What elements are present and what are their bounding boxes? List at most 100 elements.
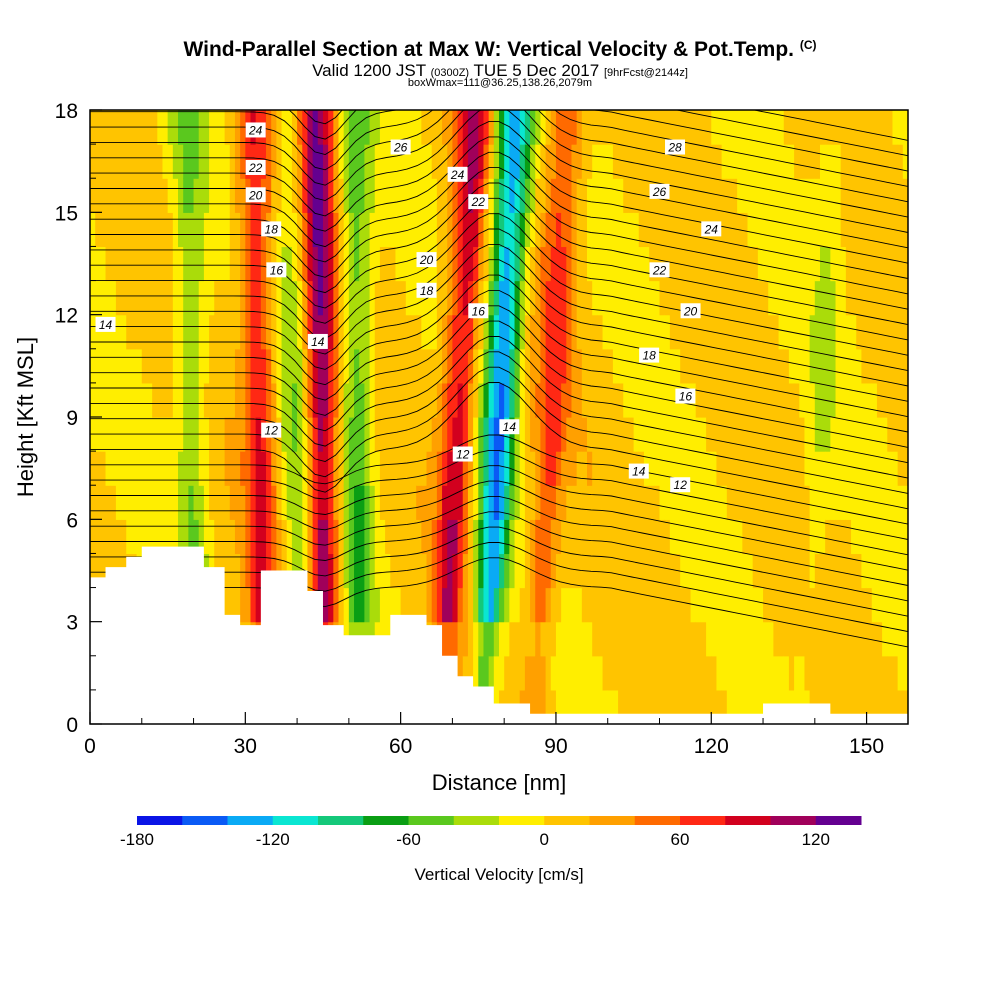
velocity-cell bbox=[711, 621, 718, 657]
velocity-cell bbox=[799, 178, 806, 213]
velocity-cell bbox=[700, 519, 707, 555]
velocity-cell bbox=[856, 689, 863, 724]
velocity-cell bbox=[768, 553, 774, 589]
velocity-cell bbox=[317, 553, 324, 589]
velocity-cell bbox=[612, 314, 619, 350]
velocity-cell bbox=[493, 655, 500, 691]
velocity-cell bbox=[436, 451, 443, 486]
velocity-cell bbox=[643, 246, 650, 282]
velocity-cell bbox=[876, 382, 883, 418]
velocity-cell bbox=[431, 519, 438, 555]
velocity-cell bbox=[897, 485, 904, 520]
velocity-cell bbox=[167, 348, 174, 384]
velocity-cell bbox=[851, 348, 857, 384]
velocity-cell bbox=[167, 314, 174, 350]
velocity-cell bbox=[685, 212, 692, 248]
velocity-cell bbox=[255, 212, 262, 248]
velocity-cell bbox=[897, 451, 904, 486]
velocity-cell bbox=[457, 451, 464, 486]
velocity-cell bbox=[90, 144, 96, 179]
velocity-cell bbox=[203, 178, 210, 213]
velocity-cell bbox=[146, 246, 153, 282]
velocity-cell bbox=[804, 485, 811, 520]
velocity-cell bbox=[452, 314, 459, 350]
velocity-cell bbox=[752, 178, 759, 213]
velocity-cell bbox=[618, 655, 624, 691]
velocity-cell bbox=[250, 348, 257, 384]
velocity-cell bbox=[623, 655, 630, 691]
velocity-cell bbox=[291, 110, 298, 145]
velocity-cell bbox=[576, 280, 583, 316]
velocity-cell bbox=[224, 451, 231, 486]
velocity-cell bbox=[535, 178, 542, 213]
velocity-cell bbox=[203, 280, 210, 316]
chart-subtitle-2: boxWmax=111@36.25,138.26,2079m bbox=[407, 77, 593, 89]
velocity-cell bbox=[322, 519, 329, 555]
velocity-cell bbox=[126, 178, 133, 213]
velocity-cell bbox=[669, 212, 676, 248]
velocity-cell bbox=[410, 280, 417, 316]
velocity-cell bbox=[136, 451, 143, 486]
velocity-cell bbox=[121, 246, 127, 282]
velocity-cell bbox=[442, 417, 448, 452]
velocity-cell bbox=[851, 178, 857, 213]
velocity-cell bbox=[861, 280, 868, 316]
velocity-cell bbox=[530, 144, 536, 179]
velocity-cell bbox=[312, 144, 319, 179]
velocity-cell bbox=[390, 314, 397, 350]
velocity-cell bbox=[628, 110, 635, 145]
velocity-cell bbox=[400, 451, 407, 486]
velocity-cell bbox=[576, 621, 583, 657]
velocity-cell bbox=[390, 178, 397, 213]
velocity-cell bbox=[887, 655, 894, 691]
velocity-cell bbox=[876, 485, 883, 520]
velocity-cell bbox=[607, 212, 614, 248]
velocity-cell bbox=[141, 280, 148, 316]
velocity-cell bbox=[752, 144, 759, 179]
velocity-cell bbox=[861, 689, 868, 724]
velocity-cell bbox=[768, 451, 774, 486]
velocity-cell bbox=[390, 417, 397, 452]
velocity-cell bbox=[825, 451, 831, 486]
velocity-cell bbox=[695, 621, 702, 657]
velocity-cell bbox=[618, 144, 624, 179]
velocity-cell bbox=[897, 417, 904, 452]
velocity-cell bbox=[514, 314, 521, 350]
velocity-cell bbox=[509, 587, 516, 623]
velocity-cell bbox=[452, 587, 459, 623]
velocity-cell bbox=[369, 178, 376, 213]
velocity-cell bbox=[633, 212, 640, 248]
velocity-cell bbox=[711, 553, 718, 589]
velocity-cell bbox=[695, 348, 702, 384]
velocity-cell bbox=[654, 314, 661, 350]
velocity-cell bbox=[514, 417, 521, 452]
velocity-cell bbox=[716, 451, 723, 486]
velocity-cell bbox=[172, 348, 179, 384]
velocity-cell bbox=[700, 485, 707, 520]
velocity-cell bbox=[514, 212, 521, 248]
velocity-cell bbox=[343, 246, 350, 282]
velocity-cell bbox=[685, 553, 692, 589]
velocity-cell bbox=[612, 110, 619, 145]
velocity-cell bbox=[804, 655, 811, 691]
velocity-cell bbox=[882, 314, 888, 350]
velocity-cell bbox=[188, 280, 195, 316]
velocity-cell bbox=[312, 519, 319, 555]
velocity-cell bbox=[788, 485, 795, 520]
velocity-cell bbox=[519, 110, 526, 145]
velocity-cell bbox=[778, 485, 785, 520]
velocity-cell bbox=[633, 110, 640, 145]
velocity-cell bbox=[866, 553, 873, 589]
velocity-cell bbox=[519, 621, 526, 657]
velocity-cell bbox=[783, 655, 790, 691]
velocity-cell bbox=[271, 485, 277, 520]
velocity-cell bbox=[612, 689, 619, 724]
velocity-cell bbox=[638, 621, 645, 657]
velocity-cell bbox=[504, 110, 510, 145]
velocity-cell bbox=[473, 485, 479, 520]
velocity-cell bbox=[835, 110, 842, 145]
velocity-cell bbox=[581, 246, 588, 282]
velocity-cell bbox=[643, 382, 650, 418]
velocity-cell bbox=[385, 212, 391, 248]
velocity-cell bbox=[612, 485, 619, 520]
